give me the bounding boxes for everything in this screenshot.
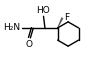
Polygon shape [57,17,63,28]
Text: F: F [65,13,70,22]
Text: HO: HO [37,6,50,15]
Text: H₂N: H₂N [3,23,20,32]
Text: O: O [26,40,33,49]
